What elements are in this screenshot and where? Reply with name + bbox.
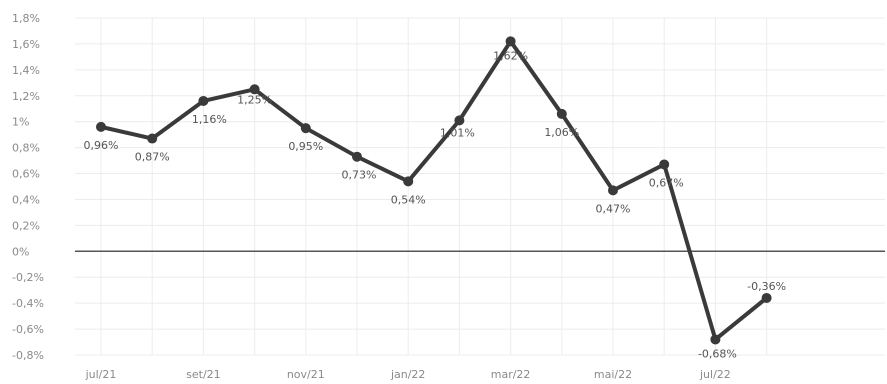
y-tick-label: 1,4%	[12, 64, 40, 77]
y-tick-label: 1,8%	[12, 12, 40, 25]
data-label: 1,01%	[440, 126, 475, 139]
y-tick-label: 0,4%	[12, 193, 40, 206]
x-tick-label: mai/22	[594, 368, 632, 381]
data-label: 0,47%	[596, 202, 631, 215]
data-label: 0,67%	[649, 176, 684, 189]
y-tick-label: -0,6%	[12, 323, 44, 336]
data-label: 0,96%	[84, 139, 119, 152]
data-point	[403, 176, 414, 187]
data-point	[608, 185, 618, 196]
data-point	[556, 108, 567, 119]
y-tick-label: 0,2%	[12, 219, 40, 232]
x-tick-label: jan/22	[390, 368, 425, 381]
data-point	[352, 151, 362, 162]
data-point	[249, 84, 260, 95]
data-label: 1,16%	[192, 113, 227, 126]
y-tick-label: -0,8%	[12, 349, 44, 362]
y-tick-label: -0,2%	[12, 271, 44, 284]
y-tick-label: 1,6%	[12, 38, 40, 51]
grid-lines	[75, 17, 885, 356]
data-label: 0,87%	[135, 151, 170, 164]
data-point	[710, 334, 721, 345]
y-tick-label: 1%	[12, 116, 29, 129]
x-tick-label: jul/22	[699, 368, 731, 381]
x-tick-label: nov/21	[287, 368, 325, 381]
data-point	[761, 292, 772, 303]
series-group	[96, 36, 772, 345]
data-label: 1,25%	[237, 93, 272, 106]
y-tick-label: 0,8%	[12, 142, 40, 155]
data-label: -0,36%	[747, 280, 786, 293]
data-point	[659, 159, 670, 170]
data-label: 1,06%	[544, 126, 579, 139]
y-tick-label: 0,6%	[12, 168, 40, 181]
data-label: 1,62%	[493, 49, 528, 62]
y-tick-label: 1,2%	[12, 90, 40, 103]
data-point	[454, 115, 465, 126]
x-axis-ticks: jul/21 set/21 nov/21 jan/22 mar/22 mai/22 jul/…	[85, 368, 731, 381]
y-tick-label: 0%	[12, 245, 29, 258]
y-tick-label: -0,4%	[12, 297, 44, 310]
data-label: 0,54%	[391, 193, 426, 206]
data-label: -0,68%	[698, 347, 737, 360]
data-point	[96, 121, 106, 132]
x-tick-label: jul/21	[85, 368, 117, 381]
y-axis-ticks: 1,8% 1,6% 1,4% 1,2% 1% 0,8% 0,6% 0,4% 0,2% 0% -0,2…	[12, 12, 44, 362]
data-point	[300, 123, 311, 134]
data-labels: 0,96% 0,87% 1,16% 1,25% 0,95% 0,73% 0,54% 1,01%…	[84, 49, 787, 360]
x-tick-label: mar/22	[491, 368, 531, 381]
data-point	[198, 95, 209, 106]
series-line	[99, 39, 769, 342]
data-label: 0,73%	[342, 169, 377, 182]
data-point	[505, 36, 516, 47]
x-tick-label: set/21	[186, 368, 221, 381]
data-point	[147, 133, 158, 144]
data-label: 0,95%	[288, 140, 323, 153]
